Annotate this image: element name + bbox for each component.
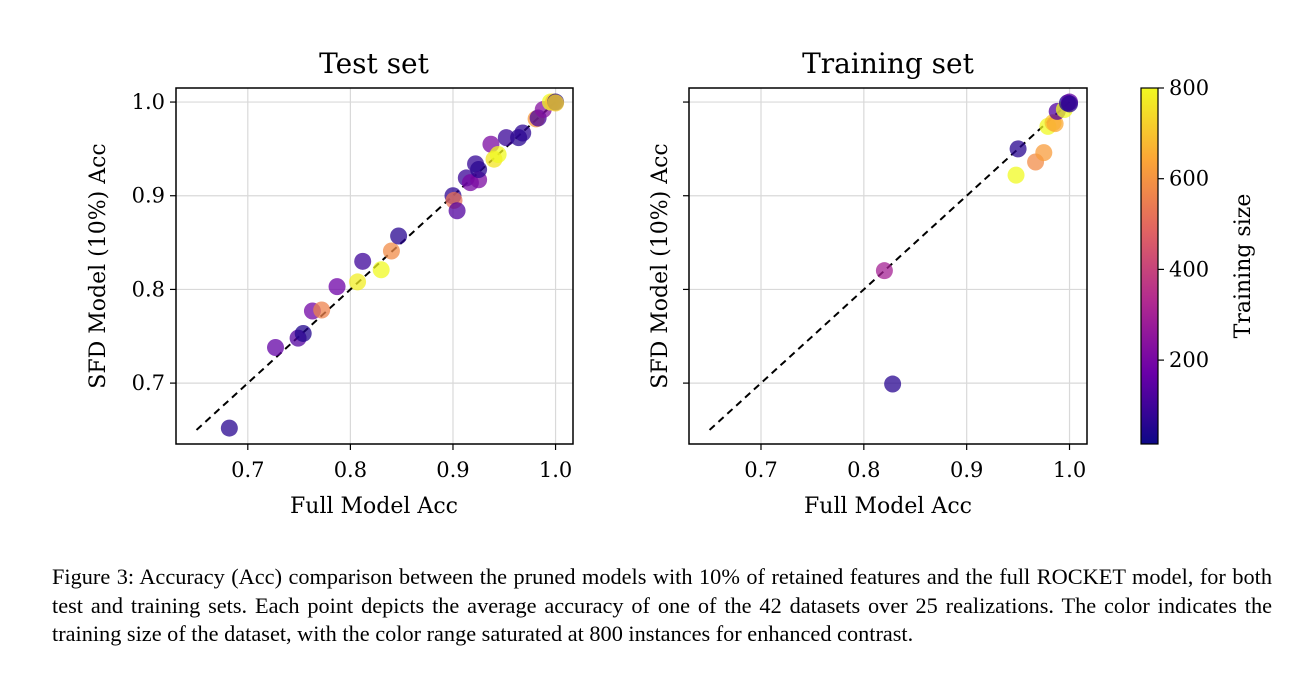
- data-point: [313, 301, 331, 319]
- colorbar: 200 400 600 800 Training size: [1140, 76, 1256, 445]
- x-tick-label: 1.0: [1053, 458, 1086, 482]
- colorbar-tick-label: 600: [1169, 167, 1209, 191]
- training-set-plot-frame: [688, 87, 1088, 445]
- y-tick-label: 0.7: [132, 371, 165, 395]
- x-tick-label: 0.9: [436, 458, 469, 482]
- data-point: [1035, 144, 1053, 162]
- colorbar-ticks: 200 400 600 800: [1158, 76, 1209, 372]
- data-point: [382, 242, 400, 260]
- y-tick-label: 1.0: [132, 90, 165, 114]
- data-point: [514, 124, 532, 142]
- y-tick-label: 0.8: [132, 277, 165, 301]
- colorbar-tick-label: 200: [1169, 348, 1209, 372]
- data-point: [470, 161, 488, 179]
- colorbar-tick-label: 400: [1169, 257, 1209, 281]
- data-point: [390, 227, 408, 245]
- data-point: [884, 375, 902, 393]
- training-set-y-axis-label: SFD Model (10%) Acc: [648, 143, 673, 388]
- data-point: [372, 261, 390, 279]
- test-set-points: [220, 93, 565, 437]
- test-set-grid: [176, 88, 573, 444]
- test-set-x-axis-label: Full Model Acc: [290, 494, 458, 519]
- data-point: [448, 202, 466, 220]
- data-point: [267, 339, 285, 357]
- data-point: [220, 419, 238, 437]
- data-point: [875, 262, 893, 280]
- test-set-plot-frame: [175, 87, 574, 445]
- test-set-y-ticks: 0.7 0.8 0.9 1.0: [132, 90, 176, 395]
- test-set-x-ticks: 0.7 0.8 0.9 1.0: [231, 444, 572, 482]
- training-set-title: Training set: [802, 47, 974, 80]
- training-set-x-ticks: 0.7 0.8 0.9 1.0: [744, 444, 1086, 482]
- x-tick-label: 1.0: [539, 458, 572, 482]
- data-point: [1007, 166, 1025, 184]
- data-point: [489, 146, 507, 164]
- training-set-panel: Training set 0.7 0.8 0.9 1.0 Full Model Acc…: [648, 47, 1088, 519]
- data-point: [1061, 95, 1079, 113]
- training-set-points: [875, 93, 1079, 393]
- colorbar-label: Training size: [1231, 194, 1256, 339]
- data-point: [547, 94, 565, 112]
- x-tick-label: 0.8: [334, 458, 367, 482]
- training-set-y-ticks: [683, 101, 689, 384]
- test-set-panel: Test set 0.7 0.8 0.9 1.0 0.7 0.8 0.9 1.0 Full …: [86, 47, 574, 519]
- x-tick-label: 0.7: [231, 458, 264, 482]
- figure: Test set 0.7 0.8 0.9 1.0 0.7 0.8 0.9 1.0 Full …: [86, 47, 1256, 519]
- colorbar-gradient: [1140, 87, 1159, 445]
- x-tick-label: 0.9: [950, 458, 983, 482]
- figure-caption: Figure 3: Accuracy (Acc) comparison betw…: [52, 564, 1272, 646]
- data-point: [1009, 140, 1027, 158]
- test-set-y-axis-label: SFD Model (10%) Acc: [86, 143, 111, 388]
- data-point: [354, 252, 372, 270]
- data-point: [349, 273, 367, 291]
- data-point: [497, 129, 515, 147]
- y-tick-label: 0.9: [132, 184, 165, 208]
- data-point: [294, 324, 312, 342]
- data-point: [328, 278, 346, 296]
- x-tick-label: 0.8: [847, 458, 880, 482]
- test-set-title: Test set: [319, 47, 430, 80]
- training-set-x-axis-label: Full Model Acc: [804, 494, 972, 519]
- x-tick-label: 0.7: [744, 458, 777, 482]
- colorbar-tick-label: 800: [1169, 76, 1209, 100]
